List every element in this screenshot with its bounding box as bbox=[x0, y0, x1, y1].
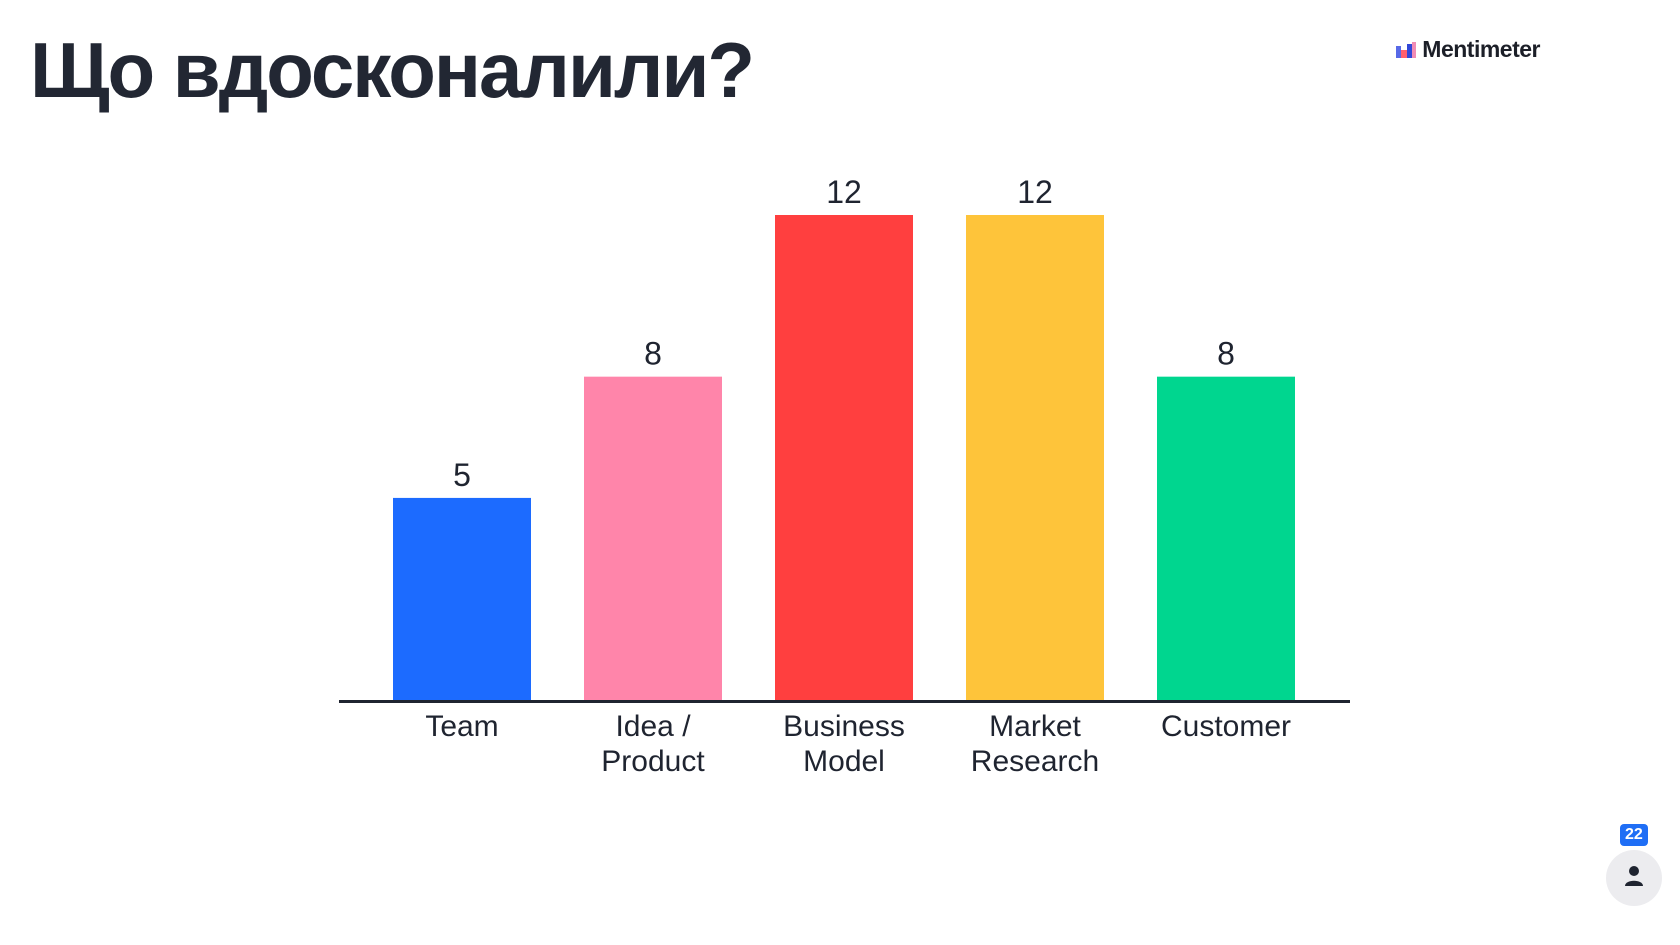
brand-name: Mentimeter bbox=[1422, 36, 1540, 62]
bar-3 bbox=[966, 215, 1104, 700]
page-title: Що вдосконалили? bbox=[30, 26, 755, 114]
value-label-0: 5 bbox=[453, 457, 471, 493]
category-label-1-0: Idea / bbox=[615, 710, 691, 743]
person-icon bbox=[1624, 865, 1644, 892]
category-label-2-1: Model bbox=[803, 745, 885, 778]
value-label-2: 12 bbox=[826, 174, 862, 210]
category-label-3-1: Research bbox=[971, 745, 1099, 778]
value-label-3: 12 bbox=[1017, 174, 1053, 210]
bar-2 bbox=[775, 215, 913, 700]
bar-4 bbox=[1157, 376, 1295, 700]
category-label-0-0: Team bbox=[425, 710, 498, 743]
participants-button[interactable] bbox=[1606, 850, 1662, 906]
category-label-1-1: Product bbox=[601, 745, 705, 778]
mentimeter-logo-icon bbox=[1396, 41, 1417, 58]
participants-count-badge: 22 bbox=[1620, 824, 1648, 846]
bar-0 bbox=[393, 497, 531, 700]
bar-1 bbox=[584, 376, 722, 700]
category-label-4-0: Customer bbox=[1161, 710, 1291, 743]
value-label-1: 8 bbox=[644, 336, 662, 372]
category-label-3-0: Market bbox=[989, 710, 1081, 743]
category-label-2-0: Business bbox=[783, 710, 905, 743]
value-label-4: 8 bbox=[1217, 336, 1235, 372]
brand-logo: Mentimeter bbox=[1396, 36, 1540, 63]
